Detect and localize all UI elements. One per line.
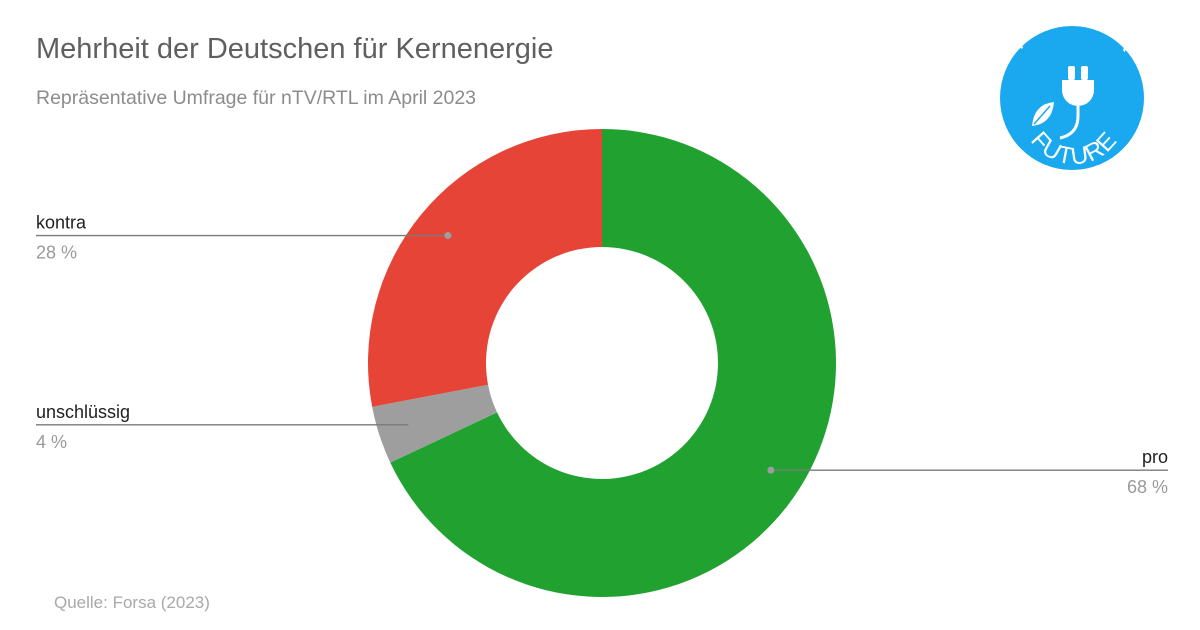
label-pro: pro 68 %: [767, 447, 1168, 497]
chart-source: Quelle: Forsa (2023): [54, 593, 210, 612]
chart-title: Mehrheit der Deutschen für Kernenergie: [36, 33, 553, 65]
slices-layer: [367, 129, 836, 597]
slice-kontra: [367, 129, 602, 407]
labels-layer: pro 68 % unschlüssig 4 % kontra 28 %: [36, 213, 1168, 497]
slice-label-value: 4 %: [36, 432, 67, 452]
leader-dot: [444, 232, 452, 240]
leader-dot: [767, 466, 775, 474]
leader-dot: [408, 421, 416, 429]
tech-for-future-logo: TECH FOR FUTURE: [1000, 1, 1144, 171]
slice-unschlüssig: [372, 384, 498, 463]
slice-label-name: pro: [1142, 447, 1168, 467]
slice-label-name: unschlüssig: [36, 402, 130, 422]
slice-pro: [390, 129, 836, 597]
plug-leaf-icon: [1032, 66, 1094, 140]
slice-label-value: 68 %: [1127, 477, 1168, 497]
label-kontra: kontra 28 %: [36, 213, 452, 263]
slice-label-name: kontra: [36, 213, 87, 233]
label-unschlüssig: unschlüssig 4 %: [36, 402, 416, 452]
slice-label-value: 28 %: [36, 243, 77, 263]
chart-subtitle: Repräsentative Umfrage für nTV/RTL im Ap…: [36, 87, 476, 109]
